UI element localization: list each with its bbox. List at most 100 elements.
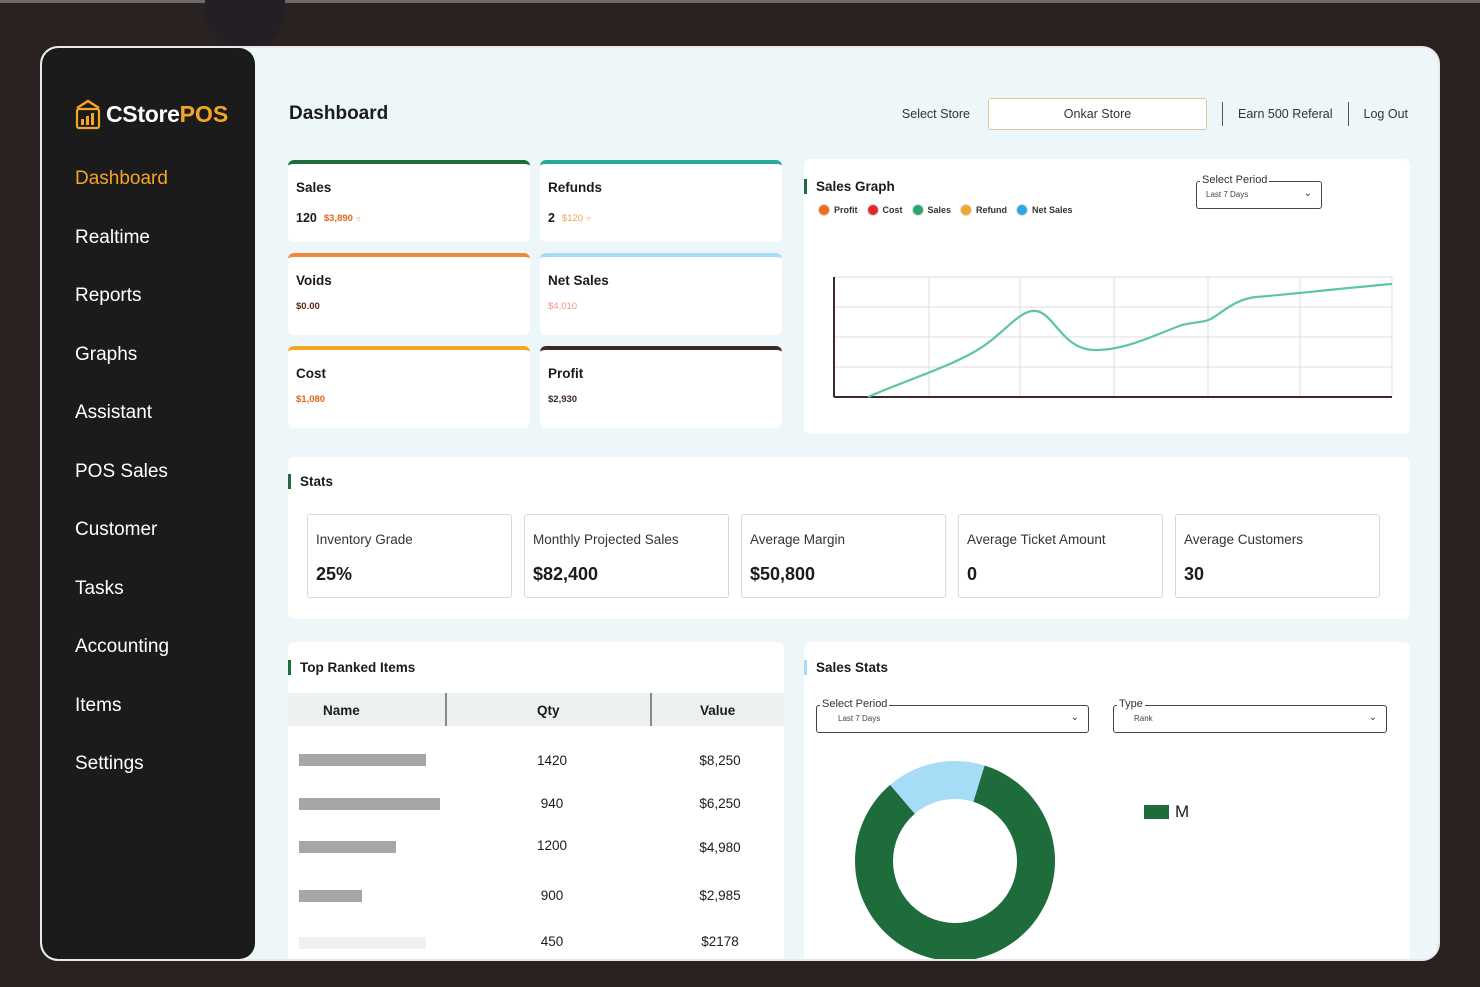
stat-label: Monthly Projected Sales xyxy=(533,532,679,547)
sales-period-select-value: Last 7 Days xyxy=(838,714,881,723)
redacted-name-bar xyxy=(299,798,440,810)
sales-graph-title: Sales Graph xyxy=(804,179,895,194)
sidebar-item-graphs[interactable]: Graphs xyxy=(75,343,138,365)
sidebar-item-items[interactable]: Items xyxy=(75,694,122,716)
metric-amount: $120 xyxy=(561,212,584,224)
qty-cell: 900 xyxy=(540,888,564,903)
header-actions: Select Store Onkar Store Earn 500 Refera… xyxy=(902,98,1408,130)
redacted-name-bar xyxy=(299,841,396,853)
legend-item-cost[interactable]: Cost xyxy=(866,204,903,216)
sales-line-chart xyxy=(833,276,1393,399)
legend-dot xyxy=(911,204,924,216)
metric-title: Voids xyxy=(296,273,332,288)
metric-amount: $2,930 xyxy=(548,394,578,405)
screen-top-line xyxy=(0,0,1480,3)
sales-donut-chart xyxy=(855,761,1055,961)
stat-value: 25% xyxy=(316,564,353,584)
select-store-label: Select Store xyxy=(901,107,970,121)
column-separator xyxy=(650,693,652,726)
stat-label: Inventory Grade xyxy=(316,532,413,547)
metric-title: Refunds xyxy=(548,180,602,195)
metric-amount: $1,080 xyxy=(296,394,326,405)
main-content: Dashboard Select Store Onkar Store Earn … xyxy=(255,48,1438,959)
legend-label: Profit xyxy=(834,205,858,215)
value-cell: $8,250 xyxy=(699,753,741,768)
legend-dot xyxy=(960,204,973,216)
stat-label: Average Margin xyxy=(750,532,846,547)
metric-card-voids[interactable]: Voids $0.00 xyxy=(288,253,530,335)
sales-period-select-label: Select Period xyxy=(820,698,890,710)
sales-line xyxy=(867,282,1393,399)
column-header-name[interactable]: Name xyxy=(323,703,360,718)
legend-dot xyxy=(818,204,830,216)
sidebar-item-realtime[interactable]: Realtime xyxy=(75,226,150,248)
sidebar-item-pos-sales[interactable]: POS Sales xyxy=(75,460,168,482)
period-select-value: Last 7 Days xyxy=(1206,190,1249,199)
type-select-label: Type xyxy=(1117,698,1145,710)
legend-item-refund[interactable]: Refund xyxy=(960,204,1007,216)
table-header: Name Qty Value xyxy=(288,693,784,726)
stat-label: Average Customers xyxy=(1184,532,1304,547)
metric-card-refunds[interactable]: Refunds 2 $120 ○ xyxy=(540,160,782,242)
sidebar-item-customer[interactable]: Customer xyxy=(75,519,158,540)
sidebar-item-accounting[interactable]: Accounting xyxy=(75,636,170,657)
value-cell: $2178 xyxy=(701,934,739,949)
sidebar-item-assistant[interactable]: Assistant xyxy=(75,402,153,423)
legend-label: Cost xyxy=(882,205,903,215)
column-header-qty[interactable]: Qty xyxy=(537,703,560,718)
stat-value: $82,400 xyxy=(533,564,599,584)
logo[interactable]: CStore POS xyxy=(74,98,228,130)
metric-card-cost[interactable]: Cost $1,080 xyxy=(288,346,530,428)
type-select[interactable]: Type Rank ⌄ xyxy=(1113,698,1387,733)
logout-link[interactable]: Log Out xyxy=(1363,107,1408,121)
type-select-value: Rank xyxy=(1134,714,1153,723)
metric-card-net-sales[interactable]: Net Sales $4,010 xyxy=(540,253,782,335)
legend-label: Sales xyxy=(927,205,952,215)
referral-link[interactable]: Earn 500 Referal xyxy=(1238,107,1333,121)
metric-card-sales[interactable]: Sales 120 $3,890 ○ xyxy=(288,160,530,242)
top-items-title: Top Ranked Items xyxy=(288,660,415,675)
period-select[interactable]: Select Period Last 7 Days ⌄ xyxy=(1196,174,1322,209)
sidebar-item-settings[interactable]: Settings xyxy=(75,753,144,774)
stat-value: 0 xyxy=(967,564,978,584)
stat-average-ticket-amount: Average Ticket Amount 0 xyxy=(958,514,1163,598)
info-circle-icon: ○ xyxy=(586,213,591,223)
sales-period-select[interactable]: Select Period Last 7 Days ⌄ xyxy=(816,698,1089,733)
value-cell: $2,985 xyxy=(699,888,741,903)
donut-slice[interactable] xyxy=(855,765,1055,961)
metric-card-profit[interactable]: Profit $2,930 xyxy=(540,346,782,428)
store-select[interactable]: Onkar Store xyxy=(988,98,1207,130)
logo-accent-text: POS xyxy=(179,100,229,127)
column-header-value[interactable]: Value xyxy=(700,703,736,718)
legend-item-sales[interactable]: Sales xyxy=(911,204,952,216)
chevron-down-icon: ⌄ xyxy=(1368,712,1377,723)
sales-graph-card: Sales Graph Profit Cost Sales Refund Net… xyxy=(804,159,1410,434)
chart-grid xyxy=(834,276,1393,397)
legend-item-profit[interactable]: Profit xyxy=(818,204,858,216)
stat-inventory-grade: Inventory Grade 25% xyxy=(307,514,512,598)
qty-cell: 450 xyxy=(540,934,564,949)
metric-title: Profit xyxy=(548,366,584,381)
sidebar-item-reports[interactable]: Reports xyxy=(75,285,142,306)
sidebar-item-dashboard[interactable]: Dashboard xyxy=(75,168,168,189)
sidebar-item-tasks[interactable]: Tasks xyxy=(75,577,124,599)
donut-legend[interactable]: M xyxy=(1144,802,1189,822)
sidebar-nav: Dashboard Realtime Reports Graphs Assist… xyxy=(75,164,169,808)
page-title: Dashboard xyxy=(289,103,389,124)
legend-item-net-sales[interactable]: Net Sales xyxy=(1016,204,1073,216)
stat-value: $50,800 xyxy=(750,564,816,584)
metric-title: Sales xyxy=(296,180,332,195)
legend-label: M xyxy=(1175,802,1190,821)
column-separator xyxy=(445,693,447,726)
metric-amount: $4,010 xyxy=(548,301,578,312)
legend-swatch xyxy=(1144,805,1169,819)
donut-slice[interactable] xyxy=(890,761,985,814)
stat-monthly-projected-sales: Monthly Projected Sales $82,400 xyxy=(524,514,729,598)
chevron-down-icon: ⌄ xyxy=(1303,188,1312,199)
legend-dot xyxy=(1016,204,1029,216)
header-divider xyxy=(1347,102,1349,126)
period-select-label: Select Period xyxy=(1200,174,1270,186)
header-divider xyxy=(1222,102,1223,126)
top-items-card: Top Ranked Items Name Qty Value 1420 $8,… xyxy=(288,642,784,959)
background-shape xyxy=(205,0,285,50)
